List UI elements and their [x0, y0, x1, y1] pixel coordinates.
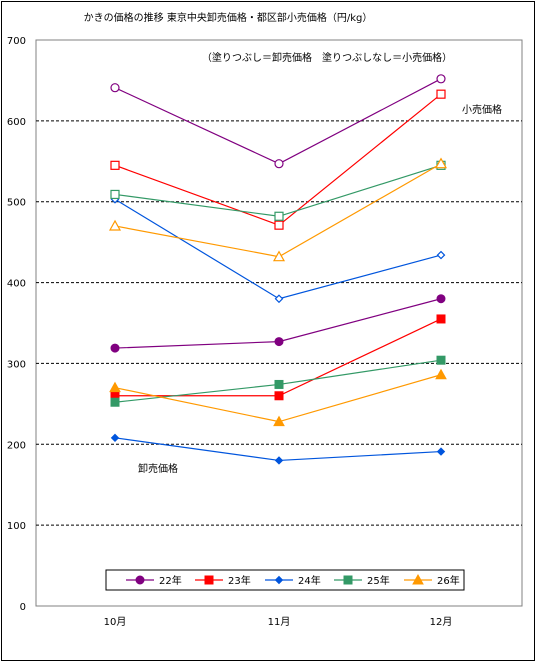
legend-marker — [412, 573, 424, 585]
y-tick-label: 500 — [7, 198, 26, 209]
chart-title: かきの価格の推移 東京中央卸売価格・都区部小売価格（円/kg） — [84, 11, 373, 24]
data-point-wholesale — [436, 294, 446, 304]
data-point-wholesale — [273, 415, 285, 427]
x-axis: 10月 11月 12月 — [104, 616, 453, 628]
legend-marker — [135, 575, 145, 585]
data-point-retail — [274, 220, 284, 230]
data-point-wholesale — [110, 397, 120, 407]
legend-marker — [204, 575, 214, 585]
y-tick-label: 100 — [7, 521, 26, 532]
data-point-retail — [436, 74, 446, 84]
series-lines — [108, 74, 448, 465]
data-point-retail — [436, 250, 446, 260]
retail-price-label: 小売価格 — [462, 103, 502, 116]
data-point-wholesale — [436, 447, 446, 456]
gridlines — [36, 120, 522, 526]
data-point-wholesale — [109, 381, 121, 393]
data-point-wholesale — [274, 391, 284, 401]
data-point-wholesale — [436, 355, 446, 365]
y-tick-label: 700 — [7, 36, 26, 47]
legend: 22年 23年 24年 25年 26年 — [105, 569, 465, 591]
data-point-retail — [274, 294, 284, 304]
data-point-wholesale — [274, 456, 284, 465]
y-tick-label: 400 — [7, 279, 26, 290]
data-point-retail — [272, 250, 286, 262]
y-tick-label: 600 — [7, 117, 26, 128]
plot-area — [35, 39, 523, 607]
y-axis: 0 100 200 300 400 500 600 700 — [7, 36, 26, 613]
data-point-wholesale — [436, 314, 446, 324]
data-point-retail — [436, 89, 446, 99]
wholesale-price-label: 卸売価格 — [138, 462, 178, 475]
legend-marker — [343, 575, 353, 585]
data-point-wholesale — [110, 343, 120, 353]
x-tick-label: 10月 — [104, 616, 127, 628]
legend-label: 24年 — [298, 574, 321, 587]
legend-label: 23年 — [228, 574, 251, 587]
chart-note: （塗りつぶし＝卸売価格 塗りつぶしなし＝小売価格） — [202, 51, 452, 64]
data-point-retail — [108, 219, 122, 231]
data-point-wholesale — [435, 368, 447, 380]
x-tick-label: 11月 — [268, 616, 291, 628]
data-point-retail — [110, 160, 120, 170]
data-point-retail — [274, 159, 284, 169]
data-point-retail — [434, 157, 448, 169]
data-point-wholesale — [274, 379, 284, 389]
data-point-retail — [110, 189, 120, 200]
y-tick-label: 200 — [7, 440, 26, 451]
y-tick-label: 0 — [20, 602, 26, 613]
data-point-wholesale — [274, 337, 284, 347]
y-tick-label: 300 — [7, 359, 26, 370]
x-tick-label: 12月 — [430, 616, 453, 628]
legend-label: 22年 — [159, 574, 182, 587]
legend-marker — [274, 575, 284, 585]
legend-label: 25年 — [367, 574, 390, 587]
data-point-wholesale — [110, 433, 120, 443]
legend-label: 26年 — [437, 574, 460, 587]
data-point-retail — [274, 211, 284, 221]
data-point-retail — [110, 83, 120, 93]
